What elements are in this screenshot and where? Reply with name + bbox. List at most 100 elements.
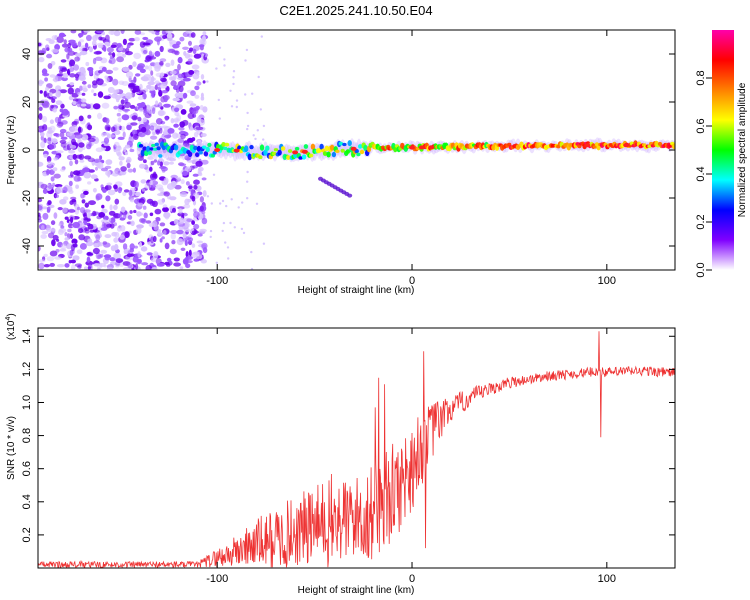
noise-blob bbox=[201, 177, 207, 181]
noise-blob bbox=[87, 124, 93, 131]
noise-speckle bbox=[230, 198, 233, 201]
noise-blob bbox=[94, 56, 103, 61]
band-core bbox=[363, 144, 368, 152]
noise-speckle bbox=[235, 99, 239, 102]
noise-blob bbox=[70, 216, 74, 224]
noise-blob bbox=[83, 30, 91, 33]
noise-blob bbox=[46, 53, 53, 59]
noise-blob bbox=[197, 233, 203, 237]
noise-blob bbox=[173, 218, 179, 225]
noise-blob bbox=[48, 39, 55, 44]
noise-blob bbox=[176, 229, 184, 235]
snr-ytick-label: 0.2 bbox=[21, 527, 33, 542]
noise-blob bbox=[191, 243, 196, 248]
noise-blob bbox=[92, 103, 101, 110]
band-core bbox=[331, 151, 337, 158]
noise-blob bbox=[59, 89, 67, 94]
colorbar: 0.0 0.2 0.4 0.6 0.8 Normalized spectral ampl… bbox=[695, 30, 748, 278]
noise-speckle bbox=[221, 229, 224, 233]
band-core bbox=[158, 154, 163, 158]
noise-blob bbox=[61, 108, 69, 116]
noise-blob bbox=[152, 171, 157, 178]
noise-blob bbox=[169, 161, 174, 165]
noise-blob bbox=[103, 47, 107, 52]
noise-blob bbox=[41, 47, 47, 55]
noise-blob bbox=[157, 110, 165, 117]
band-core bbox=[196, 145, 202, 152]
noise-blob bbox=[123, 146, 127, 153]
noise-blob bbox=[56, 36, 64, 43]
noise-blob bbox=[43, 137, 47, 144]
noise-blob bbox=[38, 218, 43, 223]
noise-blob bbox=[157, 199, 165, 205]
noise-speckle bbox=[209, 235, 212, 239]
noise-blob bbox=[71, 41, 78, 48]
noise-blob bbox=[87, 114, 92, 119]
noise-blob bbox=[162, 207, 169, 212]
snr-frame bbox=[37, 327, 676, 569]
noise-blob bbox=[40, 141, 46, 149]
noise-blob bbox=[180, 179, 185, 185]
noise-blob bbox=[185, 263, 191, 269]
noise-blob bbox=[148, 65, 153, 72]
noise-blob bbox=[200, 259, 207, 264]
noise-blob bbox=[94, 33, 99, 39]
noise-blob bbox=[82, 85, 87, 89]
noise-blob bbox=[147, 156, 154, 160]
snr-series-line bbox=[38, 331, 675, 568]
noise-blob bbox=[134, 245, 139, 249]
noise-blob bbox=[120, 99, 125, 105]
noise-blob bbox=[161, 236, 165, 240]
noise-blob bbox=[173, 123, 179, 128]
noise-blob bbox=[92, 188, 97, 193]
noise-blob bbox=[153, 62, 160, 69]
noise-blob bbox=[82, 87, 88, 93]
noise-blob bbox=[54, 256, 62, 260]
snr-panel: -100 0 100 0.2 0.4 0.6 0.8 1.0 1.2 1.4 Height of … bbox=[5, 313, 676, 596]
noise-speckle bbox=[232, 82, 235, 86]
noise-speckle bbox=[255, 202, 259, 205]
band-core bbox=[347, 140, 352, 147]
noise-blob bbox=[69, 67, 75, 72]
noise-blob bbox=[84, 266, 88, 270]
noise-speckle bbox=[246, 197, 249, 200]
noise-blob bbox=[170, 118, 175, 124]
noise-blob bbox=[83, 212, 87, 217]
noise-blob bbox=[100, 167, 109, 172]
band-core bbox=[154, 142, 159, 147]
noise-speckle bbox=[224, 241, 227, 244]
noise-blob bbox=[109, 204, 113, 211]
noise-blob bbox=[155, 218, 161, 222]
noise-blob bbox=[72, 170, 81, 176]
noise-blob bbox=[191, 64, 200, 70]
noise-blob bbox=[143, 212, 148, 219]
noise-speckle bbox=[262, 242, 266, 245]
noise-blob bbox=[192, 173, 199, 177]
noise-blob bbox=[167, 127, 175, 134]
noise-blob bbox=[39, 90, 43, 94]
noise-blob bbox=[155, 100, 159, 106]
noise-blob bbox=[128, 37, 136, 42]
noise-blob bbox=[60, 168, 66, 172]
noise-blob bbox=[182, 238, 187, 242]
band-core bbox=[287, 149, 293, 153]
noise-blob bbox=[133, 209, 137, 214]
noise-blob bbox=[142, 49, 148, 54]
noise-blob bbox=[162, 35, 167, 39]
band-core bbox=[145, 145, 151, 153]
noise-blob bbox=[97, 162, 104, 169]
noise-blob bbox=[71, 138, 76, 145]
noise-blob bbox=[75, 154, 83, 159]
noise-blob bbox=[201, 159, 209, 165]
noise-blob bbox=[42, 124, 48, 131]
snr-xlabel: Height of straight line (km) bbox=[298, 585, 415, 596]
noise-blob bbox=[105, 195, 111, 202]
noise-blob bbox=[159, 83, 168, 89]
noise-blob bbox=[158, 89, 163, 97]
noise-blob bbox=[72, 120, 79, 125]
noise-blob bbox=[55, 90, 61, 98]
noise-blob bbox=[169, 158, 177, 162]
noise-blob bbox=[47, 160, 53, 167]
noise-blob bbox=[77, 32, 84, 38]
band-core bbox=[329, 144, 335, 151]
